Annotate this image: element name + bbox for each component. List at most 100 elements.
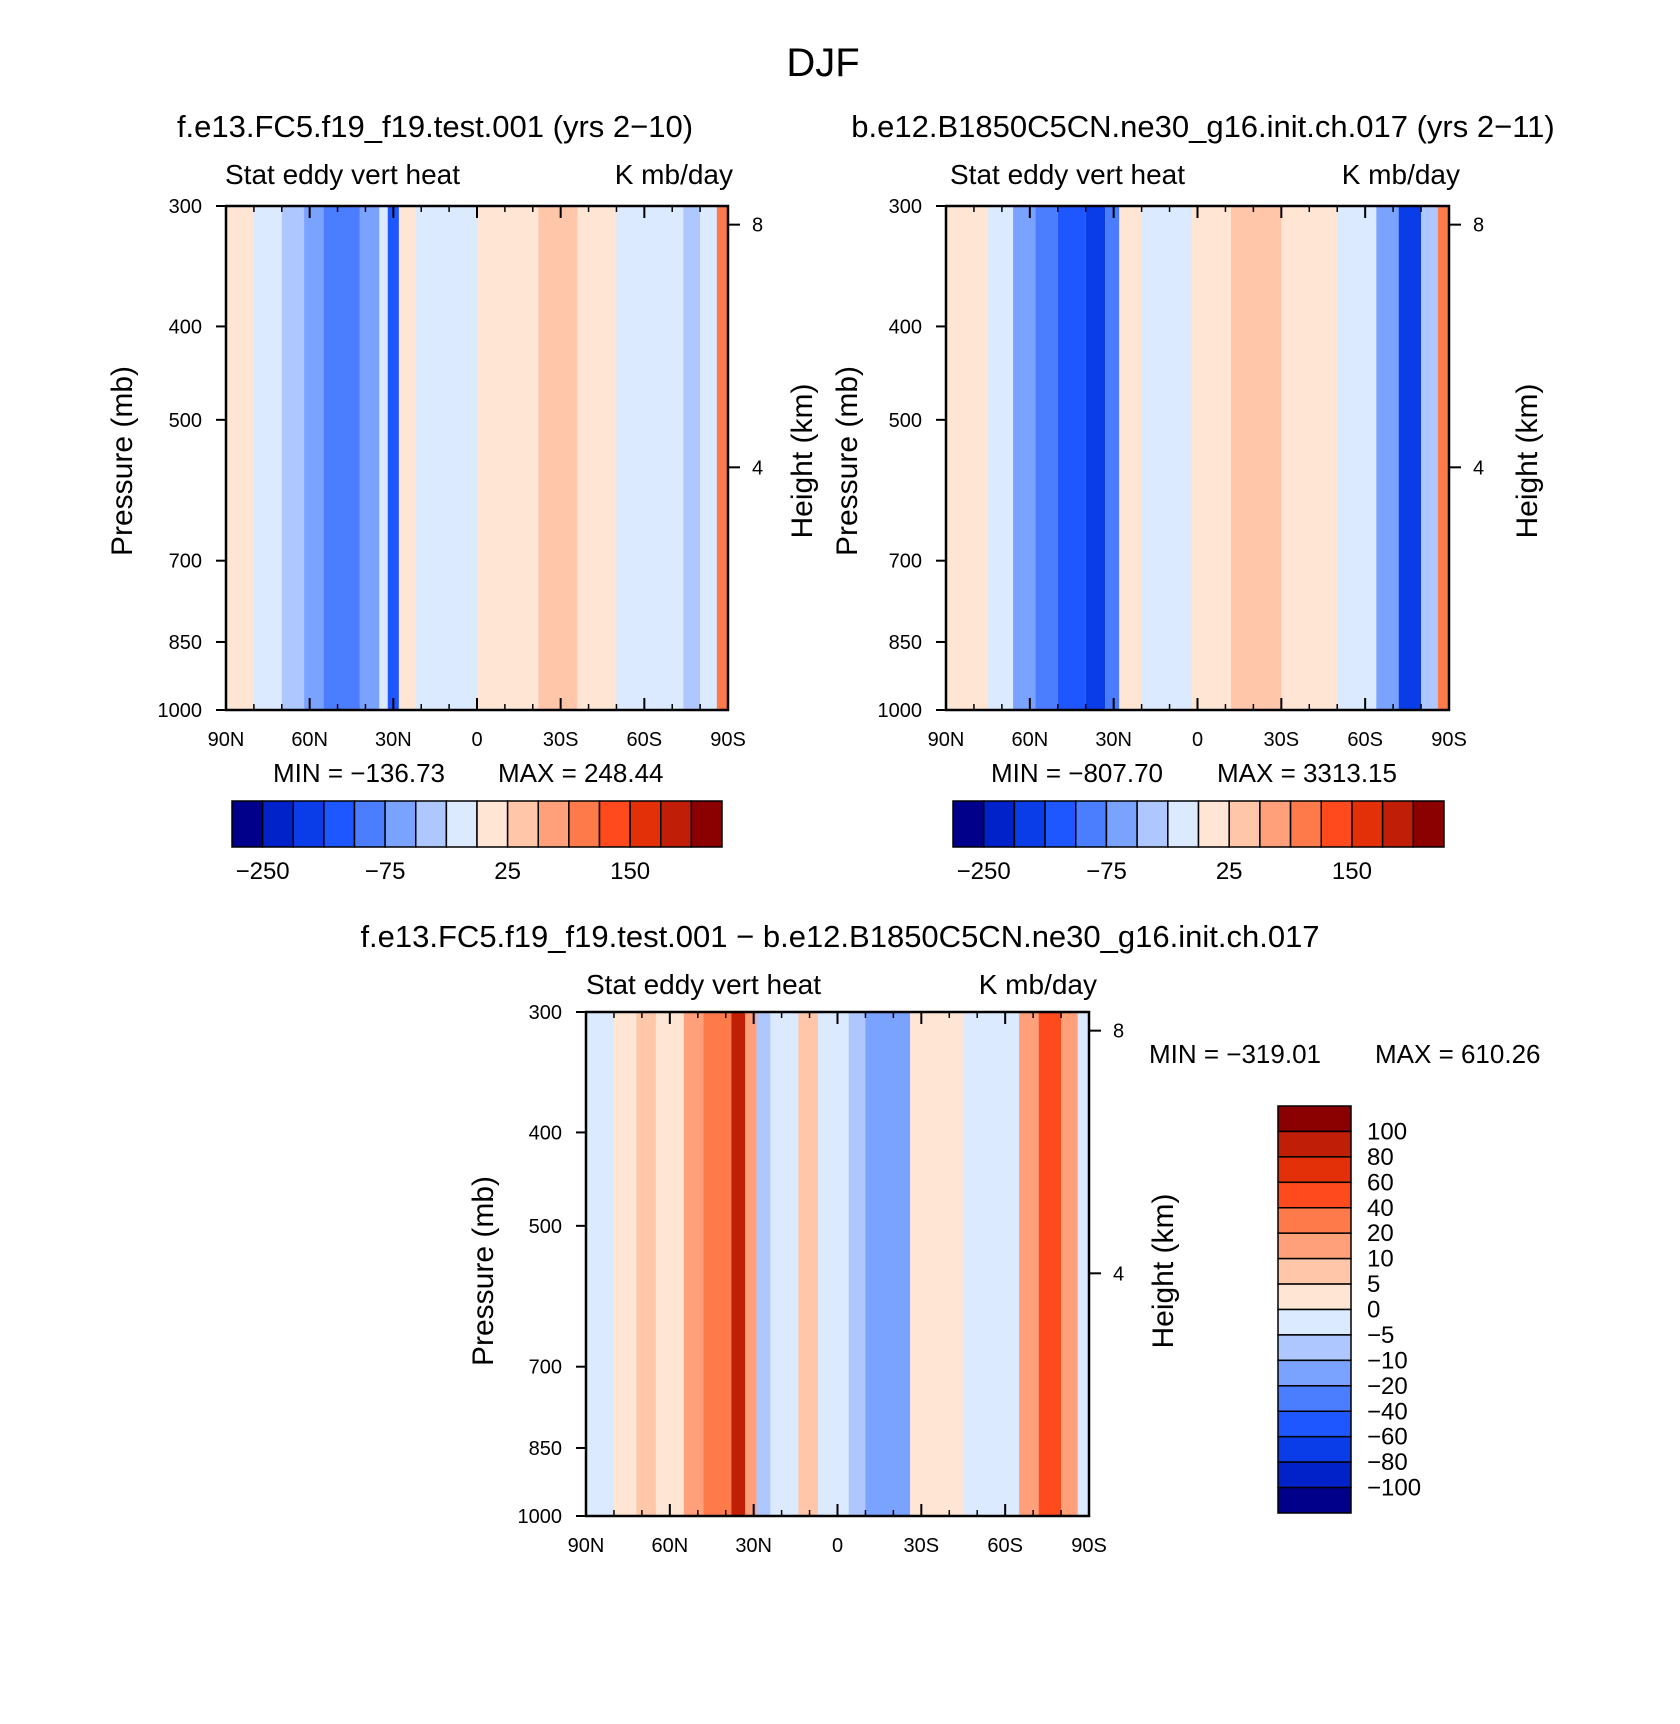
panel-3-units: K mb/day <box>979 969 1097 1000</box>
colorbar3-swatch-0 <box>1277 1105 1352 1133</box>
y-tick-label: 850 <box>529 1438 562 1460</box>
data-band-12 <box>504 206 539 710</box>
data-band-15 <box>616 206 662 710</box>
data-band-4 <box>1057 206 1086 710</box>
panel-1-title: f.e13.FC5.f19_f19.test.001 (yrs 2−10) <box>177 109 693 144</box>
colorbar-label: 25 <box>1216 858 1243 885</box>
x-tick-label: 0 <box>471 729 482 751</box>
data-band-2 <box>281 206 305 710</box>
data-band-13 <box>1337 206 1377 710</box>
data-band-9 <box>415 206 444 710</box>
colorbar3-label: −40 <box>1367 1398 1408 1425</box>
colorbar3-label: −20 <box>1367 1373 1408 1400</box>
x-tick-label: 90S <box>1431 729 1467 751</box>
colorbar3-swatch-10 <box>1277 1359 1352 1387</box>
data-band-2 <box>636 1012 656 1516</box>
colorbar-label: −250 <box>957 858 1011 885</box>
data-band-13 <box>865 1012 911 1516</box>
colorbar-swatch-9 <box>506 800 539 848</box>
y2-tick-label: 4 <box>752 457 763 479</box>
panel-3-y2label: Height (km) <box>1147 1193 1180 1348</box>
y-tick-label: 1000 <box>518 1506 563 1528</box>
colorbar-swatch-9 <box>1228 800 1261 848</box>
colorbar-swatch-3 <box>323 800 356 848</box>
colorbar-swatch-7 <box>445 800 478 848</box>
x-tick-label: 60N <box>651 1535 688 1557</box>
x-tick-label: 30N <box>375 729 412 751</box>
colorbar3-swatch-6 <box>1277 1257 1352 1285</box>
y-tick-label: 1000 <box>878 700 923 722</box>
y-tick-label: 700 <box>529 1357 562 1379</box>
x-tick-label: 60N <box>1011 729 1048 751</box>
data-band-16 <box>1421 206 1438 710</box>
data-band-3 <box>1035 206 1058 710</box>
data-band-14 <box>910 1012 964 1516</box>
colorbar-swatch-5 <box>1105 800 1138 848</box>
data-band-5 <box>703 1012 732 1516</box>
y-tick-label: 850 <box>889 632 922 654</box>
data-band-18 <box>700 206 717 710</box>
colorbar-swatch-5 <box>384 800 417 848</box>
colorbar3-label: 80 <box>1367 1144 1394 1171</box>
colorbar-swatch-2 <box>292 800 325 848</box>
data-band-4 <box>323 206 360 710</box>
colorbar-label: −75 <box>1086 858 1127 885</box>
colorbar-swatch-4 <box>353 800 386 848</box>
data-band-10 <box>1191 206 1232 710</box>
colorbar-swatch-2 <box>1013 800 1046 848</box>
data-band-5 <box>1085 206 1106 710</box>
y-tick-label: 1000 <box>158 700 203 722</box>
x-tick-label: 60S <box>627 729 663 751</box>
y-tick-label: 400 <box>169 316 202 338</box>
y-tick-label: 300 <box>169 196 202 218</box>
colorbar-swatch-10 <box>1259 800 1292 848</box>
colorbar-swatch-8 <box>1197 800 1230 848</box>
colorbar3-swatch-12 <box>1277 1410 1352 1438</box>
y-tick-label: 500 <box>529 1216 562 1238</box>
y2-tick-label: 8 <box>752 215 763 237</box>
data-band-8 <box>1141 206 1170 710</box>
colorbar-swatch-8 <box>476 800 509 848</box>
colorbar3-swatch-3 <box>1277 1181 1352 1209</box>
panel-1-max-label: MAX = 248.44 <box>498 758 664 788</box>
colorbar-swatch-7 <box>1167 800 1200 848</box>
colorbar3-swatch-4 <box>1277 1207 1352 1234</box>
data-band-8 <box>398 206 416 710</box>
colorbar-label: 25 <box>494 858 521 885</box>
data-band-8 <box>756 1012 771 1516</box>
y2-tick-label: 8 <box>1473 215 1484 237</box>
panel-2-ylabel: Pressure (mb) <box>831 366 864 556</box>
colorbar3-swatch-13 <box>1277 1435 1352 1463</box>
colorbar3-swatch-14 <box>1277 1461 1352 1489</box>
colorbar3-label: 60 <box>1367 1169 1394 1196</box>
data-band-17 <box>1038 1012 1062 1516</box>
colorbar-label: −75 <box>365 858 406 885</box>
colorbar-swatch-6 <box>1136 800 1169 848</box>
colorbar-swatch-15 <box>1412 800 1445 848</box>
colorbar-swatch-12 <box>1320 800 1353 848</box>
data-band-19 <box>716 206 728 710</box>
colorbar-swatch-14 <box>1381 800 1415 848</box>
colorbar3-swatch-11 <box>1277 1385 1352 1412</box>
x-tick-label: 30S <box>904 1535 940 1557</box>
colorbar3-label: 10 <box>1367 1246 1394 1273</box>
data-band-3 <box>655 1012 684 1516</box>
colorbar3-label: −100 <box>1367 1475 1421 1502</box>
x-tick-label: 60S <box>1347 729 1383 751</box>
panel-1-colorbar: −250 −75 25 150 <box>231 800 723 885</box>
data-band-3 <box>304 206 324 710</box>
x-tick-label: 30N <box>1095 729 1132 751</box>
colorbar-swatch-14 <box>660 800 693 848</box>
data-band-14 <box>577 206 617 710</box>
colorbar-swatch-0 <box>952 800 985 848</box>
data-band-1 <box>987 206 1014 710</box>
y-tick-label: 300 <box>889 196 922 218</box>
panel-1: f.e13.FC5.f19_f19.test.001 (yrs 2−10) St… <box>106 109 819 885</box>
y2-tick-label: 4 <box>1473 457 1484 479</box>
panel-3-ylabel: Pressure (mb) <box>467 1176 500 1366</box>
x-tick-label: 90S <box>1071 1535 1107 1557</box>
colorbar-swatch-15 <box>690 800 723 848</box>
colorbar-swatch-6 <box>415 800 448 848</box>
colorbar-swatch-12 <box>598 800 631 848</box>
colorbar-swatch-1 <box>982 800 1016 848</box>
